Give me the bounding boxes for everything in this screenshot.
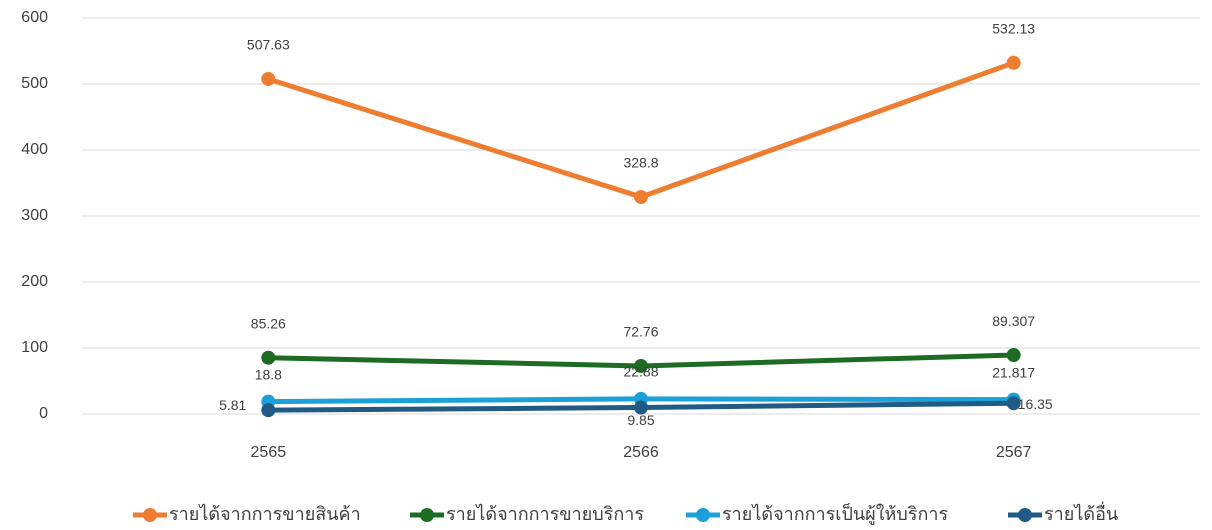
- legend-label: รายได้อื่น: [1044, 501, 1118, 524]
- legend-marker: [696, 508, 710, 522]
- point: [634, 358, 648, 373]
- data-label: 507.63: [247, 37, 290, 53]
- data-label: 9.85: [627, 412, 654, 428]
- data-label: 72.76: [623, 324, 658, 340]
- data-label: 85.26: [251, 315, 286, 331]
- legend-marker: [1018, 508, 1032, 522]
- legend-label: รายได้จากการขายบริการ: [446, 503, 644, 524]
- y-tick-label: 400: [21, 141, 48, 158]
- y-tick-label: 500: [21, 75, 48, 92]
- point: [1006, 396, 1021, 411]
- x-tick-label: 2565: [251, 444, 287, 461]
- x-tick-label: 2566: [623, 444, 659, 461]
- data-label: 16.35: [1018, 396, 1053, 412]
- data-label: 18.8: [255, 366, 282, 382]
- legend-marker: [420, 508, 434, 522]
- legend-marker: [143, 508, 157, 522]
- point: [634, 400, 648, 415]
- y-tick-label: 300: [21, 207, 48, 224]
- point: [1006, 55, 1021, 70]
- data-label: 328.8: [623, 155, 658, 171]
- data-label: 5.81: [219, 397, 246, 413]
- y-tick-label: 200: [21, 273, 48, 290]
- data-label: 22.88: [623, 364, 658, 380]
- data-label: 21.817: [992, 364, 1035, 380]
- point: [634, 189, 648, 204]
- point: [261, 403, 276, 418]
- data-label: 532.13: [992, 20, 1035, 36]
- point: [261, 71, 276, 86]
- series-line: [267, 60, 1015, 200]
- x-tick-label: 2567: [996, 444, 1032, 461]
- y-tick-label: 600: [21, 9, 48, 26]
- legend-label: รายได้จากการเป็นผู้ให้บริการ: [722, 502, 948, 525]
- legend-label: รายได้จากการขายสินค้า: [169, 503, 361, 524]
- point: [1006, 348, 1021, 363]
- y-tick-label: 100: [21, 339, 48, 356]
- point: [261, 350, 276, 365]
- y-tick-label: 0: [39, 405, 48, 422]
- data-label: 89.307: [992, 313, 1035, 329]
